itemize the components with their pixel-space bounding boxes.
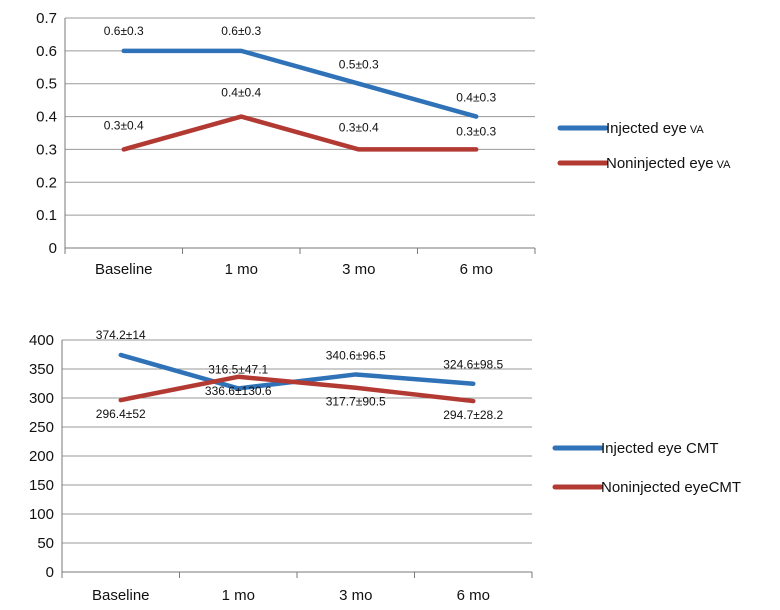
va-series-line-noninjected [121, 114, 479, 152]
va-data-label: 0.3±0.4 [104, 118, 144, 132]
va-data-label: 0.4±0.4 [221, 86, 261, 100]
va-y-tick-label: 0.1 [36, 207, 57, 224]
cmt-data-label: 296.4±52 [96, 407, 146, 421]
cmt-y-tick-label: 350 [29, 361, 54, 378]
va-x-tick-label: 3 mo [342, 261, 375, 278]
cmt-data-label: 294.7±28.2 [443, 408, 503, 422]
cmt-y-tick-label: 250 [29, 419, 54, 436]
va-y-tick-label: 0.5 [36, 76, 57, 93]
cmt-x-tick-label: 1 mo [222, 587, 255, 604]
cmt-y-tick-label: 300 [29, 390, 54, 407]
va-series-line-injected [121, 48, 479, 119]
va-x-tick-label: 1 mo [225, 261, 258, 278]
cmt-data-label: 324.6±98.5 [443, 358, 503, 372]
cmt-series-line-noninjected [118, 374, 476, 404]
cmt-data-label: 336.6±130.6 [205, 384, 272, 398]
cmt-legend-label: Injected eye CMT [601, 440, 719, 457]
cmt-y-tick-label: 150 [29, 477, 54, 494]
va-y-tick-label: 0 [49, 240, 57, 257]
va-y-tick-label: 0.2 [36, 174, 57, 191]
cmt-y-tick-label: 100 [29, 506, 54, 523]
cmt-data-label: 316.5±47.1 [208, 362, 268, 376]
va-legend-label: Noninjected eye VA [606, 155, 731, 172]
va-y-tick-label: 0.6 [36, 43, 57, 60]
va-y-tick-label: 0.3 [36, 141, 57, 158]
va-x-tick-label: Baseline [95, 261, 153, 278]
va-data-label: 0.4±0.3 [456, 91, 496, 105]
va-data-label: 0.3±0.3 [456, 124, 496, 138]
va-legend-label: Injected eye VA [606, 120, 704, 137]
cmt-chart: 0 50 100 150 200 250 300 350 400 Baseline 1 mo 3 mo… [29, 328, 741, 604]
cmt-legend-label: Noninjected eyeCMT [601, 479, 741, 496]
cmt-x-tick-label: 3 mo [339, 587, 372, 604]
cmt-y-tick-label: 200 [29, 448, 54, 465]
va-legend-suffix: VA [717, 159, 732, 171]
cmt-y-tick-label: 0 [46, 564, 54, 581]
cmt-data-label: 340.6±96.5 [326, 348, 386, 362]
va-data-label: 0.3±0.4 [339, 120, 379, 134]
cmt-x-tick-label: 6 mo [457, 587, 490, 604]
va-data-label: 0.6±0.3 [104, 24, 144, 38]
va-y-tick-label: 0.7 [36, 10, 57, 27]
va-chart: 0 0.1 0.2 0.3 0.4 0.5 0.6 0.7 Baseline 1 mo 3 mo 6 … [36, 10, 731, 278]
va-data-label: 0.6±0.3 [221, 24, 261, 38]
va-x-tick-label: 6 mo [460, 261, 493, 278]
cmt-x-tick-label: Baseline [92, 587, 150, 604]
cmt-y-tick-label: 50 [37, 535, 54, 552]
cmt-data-label: 374.2±14 [96, 328, 146, 342]
cmt-y-tick-label: 400 [29, 332, 54, 349]
cmt-data-label: 317.7±90.5 [326, 395, 386, 409]
va-legend-suffix: VA [690, 124, 705, 136]
va-y-tick-label: 0.4 [36, 109, 57, 126]
va-data-label: 0.5±0.3 [339, 58, 379, 72]
